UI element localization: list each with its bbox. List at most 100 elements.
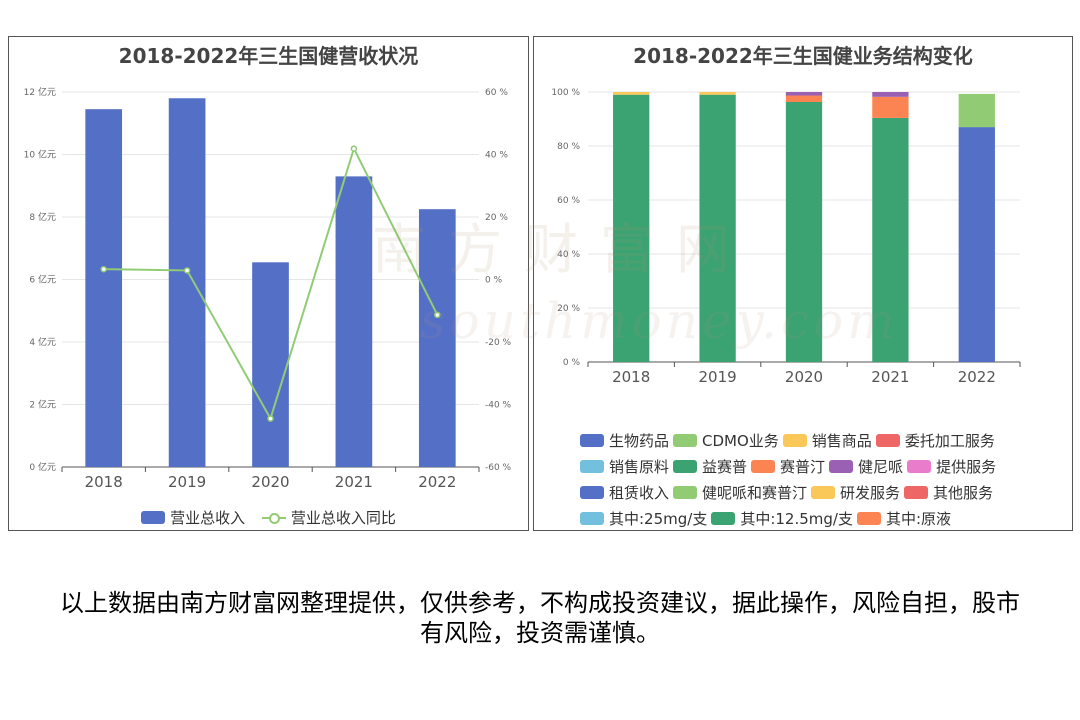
x-tick-label: 2022 — [418, 473, 456, 491]
legend-label: 其中:12.5mg/支 — [740, 510, 853, 528]
legend-label: 提供服务 — [936, 458, 997, 476]
legend-item[interactable]: 健呢哌和赛普汀 — [673, 482, 807, 503]
y-tick-label: 60 % — [557, 196, 580, 206]
legend-label-revenue-yoy: 营业总收入同比 — [290, 509, 396, 527]
legend-label: 其中:25mg/支 — [609, 510, 708, 528]
y-right-tick-label: 60 % — [485, 88, 508, 98]
x-tick-label: 2018 — [612, 368, 650, 386]
y-right-tick-label: -60 % — [485, 463, 512, 473]
stack-segment — [872, 96, 909, 118]
legend-swatch — [904, 486, 929, 499]
legend-swatch — [782, 434, 807, 447]
stack-segment — [785, 92, 823, 96]
revenue-chart-svg: 0 亿元 2 亿元 4 亿元 6 亿元 8 亿元 10 亿元 12 亿元 -60 % -40 %… — [24, 86, 512, 491]
legend-swatch — [673, 434, 698, 447]
x-tick-label: 2019 — [168, 473, 206, 491]
y-right-tick-label: -40 % — [485, 401, 512, 411]
y-left-tick-label: 10 亿元 — [24, 149, 56, 161]
legend-label: 租赁收入 — [609, 484, 670, 502]
legend-swatch — [711, 512, 736, 525]
legend-label: 委托加工服务 — [904, 432, 995, 450]
legend-swatch — [580, 434, 604, 447]
stack-segment — [958, 127, 995, 362]
y-tick-label: 0 % — [563, 358, 581, 368]
legend-label: 销售商品 — [811, 432, 872, 450]
legend-label: 销售原料 — [609, 458, 670, 476]
y-right-tick-label: 0 % — [485, 276, 503, 286]
revenue-yoy-point — [267, 415, 274, 422]
legend-item[interactable]: 赛普汀 — [751, 456, 825, 477]
y-tick-label: 80 % — [557, 142, 580, 152]
x-tick-label: 2022 — [958, 368, 996, 386]
legend-item[interactable]: 益赛普 — [673, 456, 747, 477]
legend-item[interactable]: 其他服务 — [904, 482, 993, 503]
revenue-chart-title: 2018-2022年三生国健营收状况 — [118, 44, 419, 68]
revenue-chart-legend: 营业总收入 营业总收入同比 — [9, 507, 528, 528]
business-structure-chart-title: 2018-2022年三生国健业务结构变化 — [633, 44, 973, 68]
legend-label: 益赛普 — [702, 458, 748, 476]
legend-label: 健尼哌 — [858, 458, 904, 476]
x-tick-label: 2021 — [871, 368, 909, 386]
stack-segment — [872, 92, 909, 97]
legend-item[interactable]: 其中:25mg/支 — [580, 508, 707, 529]
legend-label: 研发服务 — [840, 484, 901, 502]
y-left-tick-label: 8 亿元 — [29, 211, 56, 223]
legend-item[interactable]: 销售原料 — [580, 456, 669, 477]
y-right-tick-label: -20 % — [485, 338, 512, 348]
legend-swatch — [673, 486, 698, 499]
stack-segment — [785, 95, 823, 102]
revenue-yoy-point — [350, 145, 358, 152]
legend-item[interactable]: 其中:12.5mg/支 — [711, 508, 853, 529]
watermark-en: southmoney.com — [420, 292, 899, 350]
y-left-tick-label: 4 亿元 — [29, 336, 56, 348]
legend-label: CDMO业务 — [702, 432, 779, 450]
x-tick-label: 2020 — [251, 473, 289, 491]
stack-segment — [613, 92, 650, 95]
stack-segment — [958, 93, 995, 128]
legend-item[interactable]: 健尼哌 — [829, 456, 903, 477]
legend-item[interactable]: 租赁收入 — [580, 482, 669, 503]
legend-item-revenue-yoy[interactable]: 营业总收入同比 — [261, 507, 396, 528]
legend-item[interactable]: 委托加工服务 — [875, 430, 995, 451]
legend-label: 其他服务 — [933, 484, 994, 502]
revenue-bar — [335, 176, 373, 467]
y-tick-label: 100 % — [551, 88, 580, 98]
y-left-tick-label: 12 亿元 — [24, 86, 56, 98]
legend-label: 其中:原液 — [885, 510, 952, 528]
legend-swatch-line — [261, 511, 286, 524]
x-tick-label: 2018 — [85, 473, 123, 491]
y-left-tick-label: 2 亿元 — [29, 399, 56, 411]
stack-segment — [872, 117, 909, 362]
legend-item[interactable]: 研发服务 — [811, 482, 900, 503]
y-left-tick-label: 6 亿元 — [29, 274, 56, 286]
business-structure-chart-svg: 0 % 20 % 40 % 60 % 80 % 100 % 2018 2019 2020 2021… — [551, 88, 1021, 386]
revenue-yoy-point — [434, 311, 441, 319]
legend-item[interactable]: 提供服务 — [907, 456, 996, 477]
x-tick-label: 2020 — [785, 368, 823, 386]
legend-swatch — [875, 434, 900, 447]
legend-swatch — [580, 460, 604, 473]
stack-segment — [785, 101, 823, 363]
legend-label: 健呢哌和赛普汀 — [702, 484, 808, 502]
legend-label: 生物药品 — [609, 432, 670, 450]
revenue-bar — [85, 109, 123, 467]
legend-item[interactable]: 生物药品 — [580, 430, 669, 451]
y-left-tick-label: 0 亿元 — [29, 461, 56, 473]
legend-swatch — [580, 512, 604, 525]
legend-swatch — [856, 512, 881, 525]
legend-label: 赛普汀 — [780, 458, 826, 476]
legend-item[interactable]: 其中:原液 — [856, 508, 952, 529]
stack-segment — [699, 92, 736, 95]
legend-swatch — [580, 486, 604, 499]
legend-item[interactable]: CDMO业务 — [673, 430, 779, 451]
legend-label-revenue: 营业总收入 — [170, 509, 246, 527]
revenue-bar — [252, 262, 289, 467]
legend-item[interactable]: 销售商品 — [782, 430, 872, 451]
disclaimer-text: 以上数据由南方财富网整理提供，仅供参考，不构成投资建议，据此操作，风险自担，股市… — [60, 589, 1020, 647]
y-tick-label: 20 % — [557, 304, 580, 314]
legend-item-revenue[interactable]: 营业总收入 — [141, 507, 245, 528]
y-right-tick-label: 40 % — [485, 151, 508, 161]
watermark-cn: 南方财富网 — [372, 218, 752, 281]
stack-segment — [613, 94, 650, 362]
y-tick-label: 40 % — [557, 250, 580, 260]
